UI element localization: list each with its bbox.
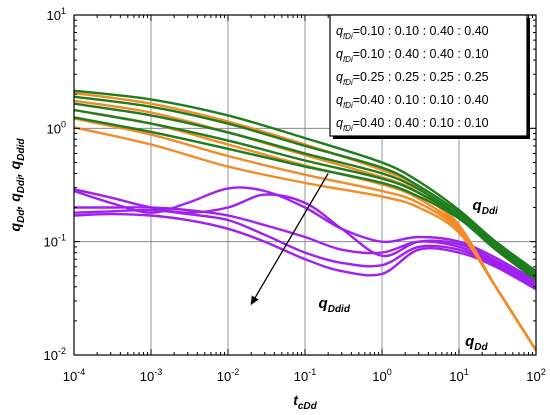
x-tick-label: 102 (526, 367, 545, 384)
legend-entry: qfDi=0.10 : 0.10 : 0.40 : 0.40 (336, 24, 489, 41)
legend-entry: qfDi=0.40 : 0.10 : 0.10 : 0.40 (336, 93, 489, 110)
series-line-qDdi (73, 116, 537, 281)
x-tick-label: 10-2 (217, 367, 239, 384)
curve-label-qDd: qDd (465, 333, 488, 353)
x-tick-label: 10-4 (63, 367, 85, 384)
trend-arrow (250, 173, 329, 306)
series-line-qDdi (73, 95, 537, 275)
y-axis-ticks: 10-2 10-1 100 101 (44, 6, 536, 363)
legend-entry: qfDi=0.40 : 0.40 : 0.10 : 0.10 (336, 116, 489, 133)
y-tick-label: 10-1 (44, 233, 66, 250)
series-line-qDdid (73, 208, 537, 288)
x-tick-label: 100 (372, 367, 391, 384)
y-tick-label: 10-2 (44, 346, 66, 363)
series-line-qDdid (73, 186, 537, 283)
series-line-qDd (73, 126, 538, 351)
legend: qfDi=0.10 : 0.10 : 0.40 : 0.40 qfDi=0.10 … (329, 14, 530, 139)
legend-entry: qfDi=0.10 : 0.40 : 0.40 : 0.10 (336, 47, 489, 64)
x-tick-label: 101 (449, 367, 468, 384)
y-tick-label: 101 (47, 6, 66, 23)
legend-entry: qfDi=0.25 : 0.25 : 0.25 : 0.25 (336, 70, 489, 87)
series-line-qDdid (73, 212, 537, 291)
series-line-qDdi (73, 89, 537, 273)
curve-label-qDdi: qDdi (473, 197, 499, 217)
legend-box (329, 14, 528, 137)
y-tick-label: 100 (47, 119, 66, 136)
x-tick-label: 10-1 (294, 367, 316, 384)
curve-label-qDdid: qDdid (319, 295, 351, 315)
x-tick-label: 10-3 (140, 367, 162, 384)
y-axis-title: qDd, qDdi, qDdid (7, 138, 27, 232)
annotation-layer: qDdi qDdid qDd (250, 173, 499, 353)
series-layer (73, 89, 538, 351)
series-line-qDdid (74, 206, 537, 287)
x-axis-title: tcDd (293, 392, 317, 412)
